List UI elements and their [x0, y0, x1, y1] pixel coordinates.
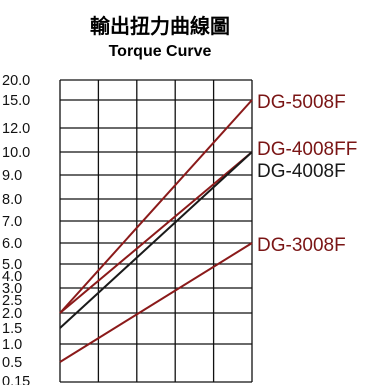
series-line-dg-3008f — [59, 242, 253, 363]
y-tick-label: 15.0 — [2, 93, 30, 109]
y-tick-label: 20.0 — [2, 73, 30, 89]
y-tick-label: 4.0 — [2, 269, 22, 285]
y-tick-label: 0.5 — [2, 355, 22, 371]
y-tick-label: 10.0 — [2, 145, 30, 161]
grid — [59, 79, 253, 383]
series-label-dg-4008f: DG-4008F — [257, 161, 346, 182]
y-tick-label: 5.0 — [2, 257, 22, 273]
y-tick-label: 2.5 — [2, 293, 22, 309]
series-label-dg-5008f: DG-5008F — [257, 92, 346, 113]
y-tick-label: 7.0 — [2, 214, 22, 230]
chart-title: 輸出扭力曲線圖 — [90, 14, 230, 38]
y-tick-label: 1.5 — [2, 321, 22, 337]
y-tick-label: 8.0 — [2, 192, 22, 208]
y-tick-label: 3.0 — [2, 281, 22, 297]
series-line-dg-4008f — [59, 151, 253, 329]
series-label-dg-3008f: DG-3008F — [257, 235, 346, 256]
series-line-dg-5008f — [59, 99, 253, 314]
series-label-dg-4008ff: DG-4008FF — [257, 139, 357, 160]
chart-subtitle: Torque Curve — [109, 43, 212, 60]
y-tick-label: 0.15 — [2, 374, 30, 385]
y-tick-label: 1.0 — [2, 337, 22, 353]
y-tick-label: 6.0 — [2, 236, 22, 252]
y-tick-label: 2.0 — [2, 306, 22, 322]
y-tick-label: 9.0 — [2, 168, 22, 184]
y-tick-labels: 0.15 0.5 1.01.52.02.53.04.05.0 6.0 7.0 8.0 9.0… — [2, 73, 30, 385]
series-lines — [59, 99, 253, 363]
y-tick-label: 12.0 — [2, 121, 30, 137]
series-line-dg-4008ff — [59, 151, 253, 314]
